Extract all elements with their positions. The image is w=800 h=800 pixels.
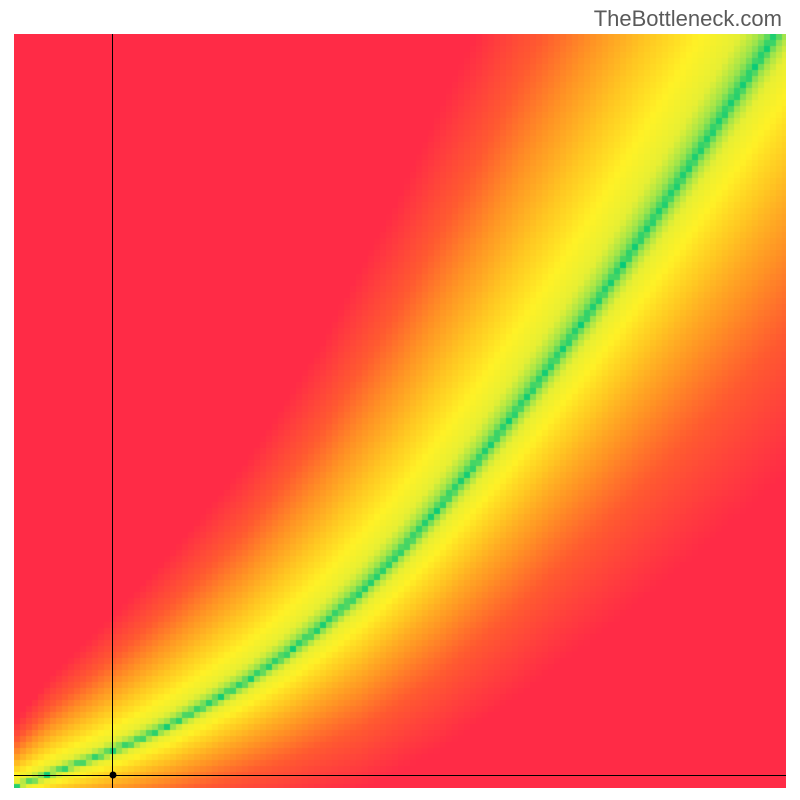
crosshair-horizontal (14, 775, 786, 776)
watermark-text: TheBottleneck.com (594, 6, 782, 32)
crosshair-vertical (112, 34, 113, 788)
heatmap-plot (14, 34, 786, 788)
heatmap-canvas (14, 34, 786, 788)
crosshair-marker (109, 772, 116, 779)
